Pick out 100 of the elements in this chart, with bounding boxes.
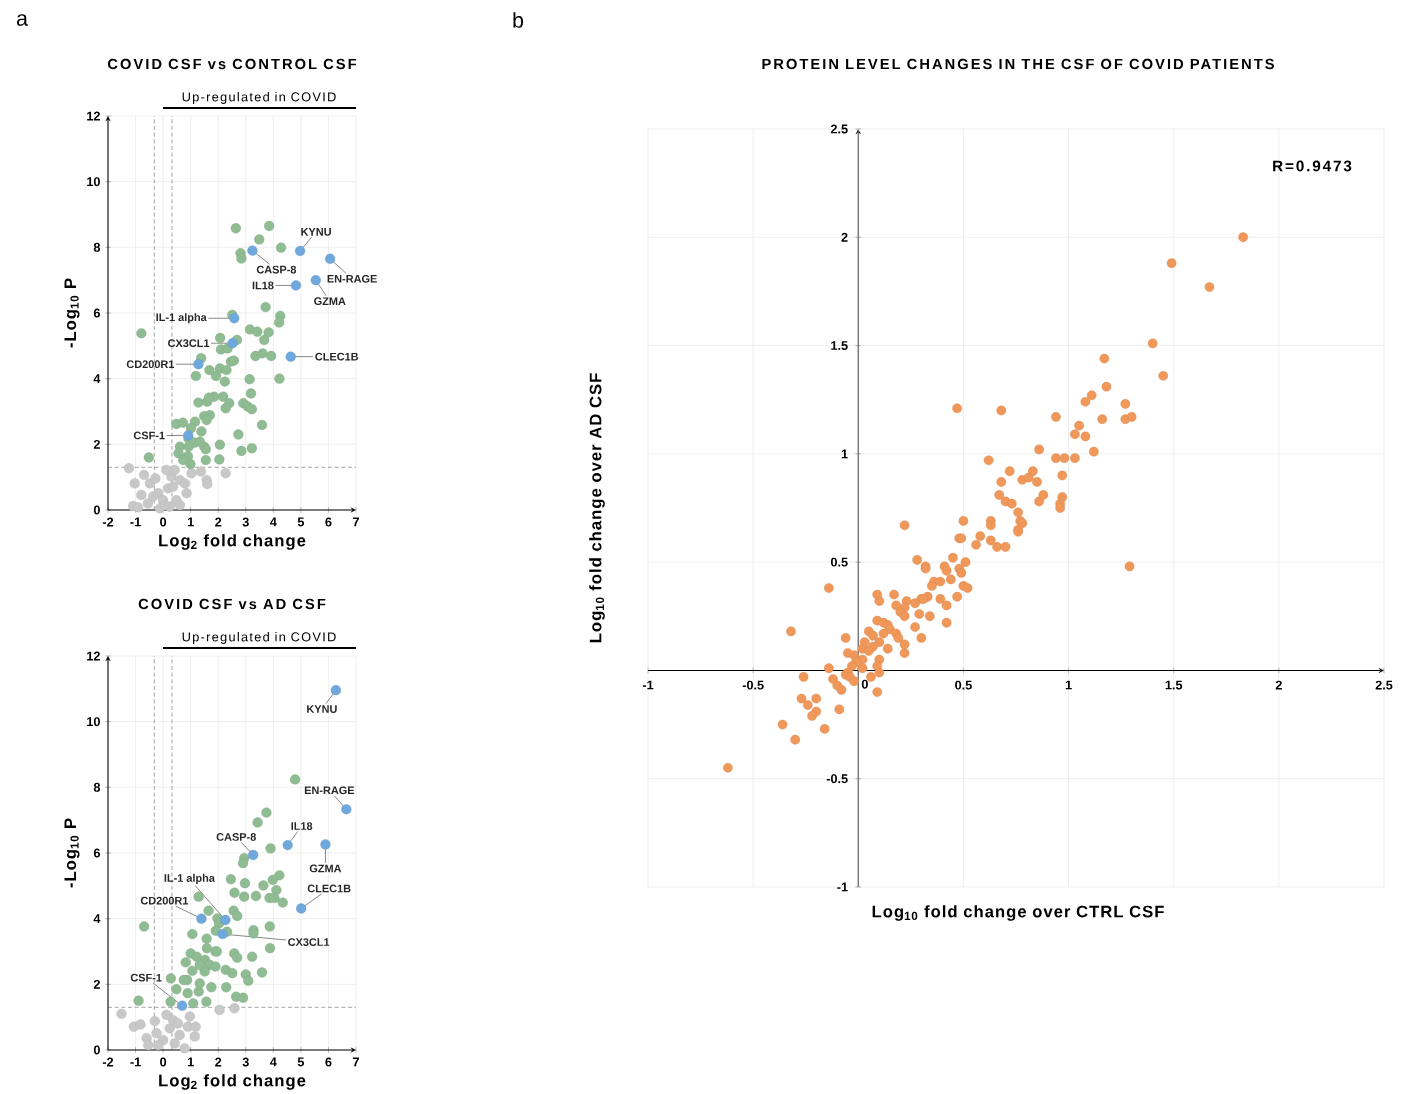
point bbox=[217, 929, 228, 940]
x-tick-label: -1 bbox=[642, 680, 654, 690]
point bbox=[151, 1028, 162, 1039]
y-tick-label: 4 bbox=[93, 374, 101, 384]
annotation: CSF-1 bbox=[133, 431, 165, 440]
point bbox=[196, 913, 207, 924]
y-tick-label: 12 bbox=[87, 651, 100, 661]
y-tick-label: 6 bbox=[93, 848, 100, 858]
point bbox=[214, 1004, 225, 1015]
point bbox=[220, 914, 231, 926]
annotation: R=0.9473 bbox=[1273, 160, 1352, 172]
annotation: EN-RAGE bbox=[327, 274, 377, 283]
annotation: CD200R1 bbox=[126, 360, 175, 369]
x-tick-label: 5 bbox=[297, 1057, 305, 1067]
y-tick-label: 0 bbox=[93, 505, 100, 515]
x-tick-label: 4 bbox=[270, 517, 277, 527]
x-tick-label: 3 bbox=[242, 1057, 249, 1067]
x-tick-label: -1 bbox=[130, 517, 141, 527]
point bbox=[139, 469, 150, 480]
annotation: KYNU bbox=[301, 228, 331, 236]
chart-title: PROTEIN LEVEL CHANGES IN THE CSF OF COVID PATIENTS bbox=[762, 58, 1274, 70]
x-tick-label: -2 bbox=[102, 517, 114, 527]
chart-title: COVID CSF vs CONTROL CSF bbox=[107, 58, 357, 70]
annotation: IL18 bbox=[291, 822, 313, 830]
x-tick-label: 6 bbox=[325, 1057, 332, 1067]
point bbox=[330, 685, 341, 696]
y-tick-label: 0 bbox=[93, 1045, 100, 1055]
text: b bbox=[513, 12, 524, 28]
annotation: CASP-8 bbox=[216, 833, 256, 841]
x-tick-label: 2 bbox=[215, 1057, 222, 1067]
x-axis-title: Log$_{2}$ fold change bbox=[159, 1074, 306, 1090]
x-tick-label: 4 bbox=[270, 1057, 277, 1067]
y-tick-label: 0.5 bbox=[830, 557, 848, 567]
x-tick-label: -0.5 bbox=[742, 680, 764, 690]
point bbox=[174, 1029, 185, 1040]
x-axis-title: Log$_{10}$ fold change over CTRL CSF bbox=[872, 905, 1164, 921]
x-tick-label: 1.5 bbox=[1165, 680, 1183, 690]
annotation: GZMA bbox=[314, 297, 346, 306]
point bbox=[285, 351, 296, 362]
point bbox=[229, 1003, 240, 1014]
y-tick-label: 8 bbox=[93, 242, 101, 252]
y-tick-label: 2.5 bbox=[830, 124, 848, 134]
x-tick-label: 3 bbox=[242, 517, 249, 527]
text: a bbox=[16, 14, 28, 26]
point bbox=[177, 1000, 188, 1011]
annotation: KYNU bbox=[307, 705, 337, 713]
point bbox=[172, 1018, 184, 1029]
point bbox=[179, 478, 190, 489]
point bbox=[179, 1043, 190, 1054]
point bbox=[136, 489, 147, 500]
annotation: CX3CL1 bbox=[288, 938, 330, 946]
y-tick-label: 10 bbox=[87, 717, 100, 727]
point bbox=[129, 478, 140, 489]
point bbox=[282, 840, 293, 851]
point bbox=[150, 473, 161, 484]
point bbox=[174, 499, 185, 511]
point bbox=[186, 468, 197, 479]
point bbox=[161, 464, 172, 475]
x-tick-label: 5 bbox=[297, 517, 305, 527]
point bbox=[290, 280, 301, 291]
x-axis-title: Log$_{2}$ fold change bbox=[159, 534, 306, 550]
x-tick-label: 7 bbox=[353, 1057, 359, 1067]
y-tick-label: 6 bbox=[93, 308, 100, 318]
y-tick-label: 4 bbox=[93, 914, 101, 924]
point bbox=[247, 245, 258, 256]
point bbox=[320, 839, 331, 850]
point bbox=[220, 468, 231, 479]
point bbox=[227, 338, 238, 349]
point bbox=[184, 1011, 195, 1022]
point bbox=[325, 253, 336, 264]
point bbox=[310, 275, 321, 286]
text: Up-regulated in COVID bbox=[182, 92, 336, 104]
point bbox=[148, 491, 159, 502]
point bbox=[159, 499, 170, 511]
x-tick-label: 0 bbox=[160, 1057, 167, 1067]
x-tick-label: 1 bbox=[187, 1057, 194, 1067]
point bbox=[296, 903, 307, 914]
y-tick-label: 1 bbox=[841, 449, 848, 459]
y-axis-title: Log$_{10}$ fold change over AD CSF bbox=[589, 373, 605, 643]
text: Up-regulated in COVID bbox=[182, 632, 336, 644]
annotation: CD200R1 bbox=[140, 896, 189, 905]
point bbox=[135, 1019, 146, 1030]
x-tick-label: 2.5 bbox=[1375, 680, 1393, 690]
x-tick-label: 1 bbox=[1065, 680, 1072, 690]
point bbox=[195, 466, 206, 477]
annotation: IL-1 alpha bbox=[164, 873, 215, 885]
point bbox=[193, 359, 204, 370]
annotation: CLEC1B bbox=[315, 352, 359, 361]
y-tick-label: 2 bbox=[841, 232, 848, 242]
annotation: CASP-8 bbox=[256, 265, 297, 274]
point bbox=[189, 1031, 200, 1042]
x-tick-label: 7 bbox=[353, 517, 359, 527]
y-tick-label: 10 bbox=[87, 177, 100, 187]
x-tick-label: 2 bbox=[215, 517, 222, 527]
y-tick-label: 8 bbox=[93, 782, 101, 792]
point bbox=[341, 804, 352, 815]
annotation: CLEC1B bbox=[307, 884, 351, 893]
point bbox=[295, 245, 306, 256]
x-tick-label: -1 bbox=[130, 1057, 141, 1067]
x-tick-label: 1 bbox=[187, 517, 194, 527]
